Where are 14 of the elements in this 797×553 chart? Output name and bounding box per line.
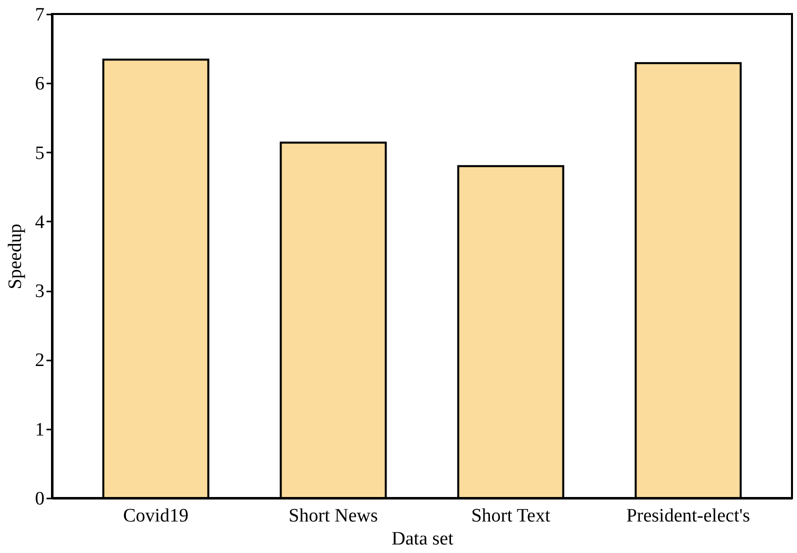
y-tick-label: 5 <box>35 142 44 164</box>
y-tick-label: 7 <box>35 4 44 26</box>
x-tick-label: Covid19 <box>123 506 189 526</box>
y-tick-label: 1 <box>35 419 44 440</box>
y-tick-label: 6 <box>35 74 44 95</box>
x-axis-title: Data set <box>392 528 454 550</box>
y-tick-label: 4 <box>35 212 45 233</box>
y-tick-label: 2 <box>35 350 44 372</box>
x-tick-label: Short News <box>288 506 378 526</box>
x-tick-label: Short Text <box>471 506 551 526</box>
x-tick-label: President-elect's <box>626 506 750 526</box>
y-tick-label: 3 <box>35 281 44 302</box>
y-axis-title: Speedup <box>5 224 26 290</box>
y-tick-label: 0 <box>35 488 44 510</box>
